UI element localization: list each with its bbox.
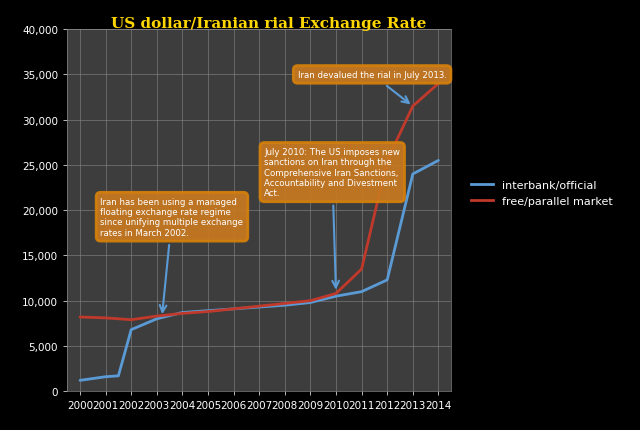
interbank/official [307, 300, 314, 305]
Legend: interbank/official, free/parallel market: interbank/official, free/parallel market [467, 176, 617, 211]
free/parallel market [102, 316, 109, 321]
Text: US dollar/Iranian rial Exchange Rate: US dollar/Iranian rial Exchange Rate [111, 17, 426, 31]
interbank/official [281, 303, 289, 308]
Line: free/parallel market: free/parallel market [80, 84, 438, 320]
interbank/official [230, 307, 237, 312]
free/parallel market [435, 82, 442, 87]
free/parallel market [127, 317, 135, 322]
interbank/official [127, 327, 135, 332]
Text: Iran devalued the rial in July 2013.: Iran devalued the rial in July 2013. [298, 71, 447, 104]
Line: interbank/official: interbank/official [80, 161, 438, 381]
free/parallel market [281, 301, 289, 306]
free/parallel market [332, 291, 340, 296]
interbank/official [255, 305, 263, 310]
interbank/official [383, 278, 391, 283]
interbank/official [435, 158, 442, 163]
interbank/official [332, 294, 340, 299]
free/parallel market [409, 104, 417, 110]
Text: July 2010: The US imposes new
sanctions on Iran through the
Comprehensive Iran S: July 2010: The US imposes new sanctions … [264, 147, 400, 288]
interbank/official [153, 316, 161, 322]
interbank/official [102, 374, 109, 379]
free/parallel market [153, 314, 161, 319]
free/parallel market [255, 304, 263, 309]
free/parallel market [307, 298, 314, 304]
interbank/official [76, 378, 84, 383]
free/parallel market [76, 315, 84, 320]
free/parallel market [358, 267, 365, 272]
interbank/official [115, 373, 122, 378]
free/parallel market [179, 311, 186, 316]
free/parallel market [230, 307, 237, 312]
free/parallel market [204, 309, 212, 314]
Text: Iran has been using a managed
floating exchange rate regime
since unifying multi: Iran has been using a managed floating e… [100, 197, 243, 312]
free/parallel market [383, 158, 391, 163]
interbank/official [358, 289, 365, 295]
interbank/official [204, 308, 212, 313]
interbank/official [179, 310, 186, 315]
interbank/official [409, 172, 417, 177]
